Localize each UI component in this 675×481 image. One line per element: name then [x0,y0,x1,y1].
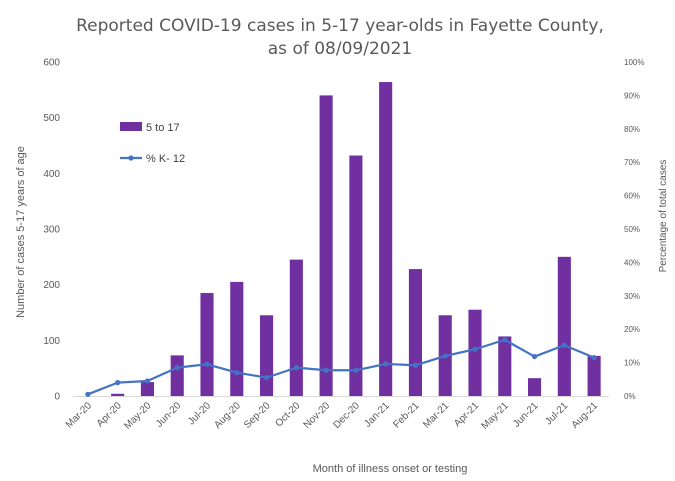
y2-tick-label: 100% [624,58,644,67]
x-tick-label: Aug-20 [212,400,243,431]
bar [170,355,184,396]
chart-title-line: Reported COVID-19 cases in 5-17 year-old… [76,16,604,36]
y2-tick-label: 60% [624,192,640,201]
y2-tick-label: 20% [624,325,640,334]
y-axis-left: 0 100 200 300 400 500 600 [43,58,60,403]
x-tick-label: Jun-21 [511,400,541,430]
line-point [412,362,419,368]
line-point [204,361,210,367]
bar [528,378,542,396]
bar [230,281,244,396]
bar [587,355,601,396]
legend-label: 5 to 17 [146,122,180,134]
chart-title-line: as of 08/09/2021 [268,39,412,59]
line-point [531,353,538,360]
bar [260,315,274,396]
y2-tick-label: 30% [624,292,640,301]
x-tick-label: Jun-20 [154,400,184,430]
y-tick-label: 300 [43,225,60,236]
line-point [234,370,240,376]
x-tick-label: May-20 [122,400,154,432]
legend: 5 to 17 % K- 12 [120,122,185,165]
legend-label: % K- 12 [146,153,185,165]
line-point [442,353,448,359]
bar [289,259,303,396]
y2-tick-label: 70% [624,158,640,167]
y-tick-label: 400 [43,169,60,180]
y2-tick-label: 90% [624,91,640,100]
x-tick-label: Sep-20 [242,400,273,431]
line-path [87,338,595,396]
y-tick-label: 600 [43,58,60,69]
x-tick-label: Dec-20 [331,400,362,431]
line-point [353,367,359,373]
legend-swatch-marker [128,155,134,161]
bar [349,155,363,396]
x-tick-label: Jul-20 [186,400,213,427]
x-tick-label: Aug-21 [570,400,601,431]
y-tick-label: 100 [43,336,60,347]
line-point [115,380,121,386]
y2-tick-label: 80% [624,125,640,134]
line-point [293,365,299,371]
y-tick-label: 0 [54,392,60,403]
bar [140,382,154,396]
line-point [561,342,567,348]
line-point [323,367,329,373]
y2-tick-label: 50% [624,225,640,234]
bar [319,95,333,397]
line-point [263,375,270,381]
line-point [502,337,508,343]
x-tick-label: Jan-21 [362,400,392,430]
y-tick-label: 200 [43,280,60,291]
y-axis-title: Number of cases 5-17 years of age [15,146,27,318]
bar [557,256,571,396]
bar [111,393,125,396]
y2-tick-label: 0% [624,392,636,401]
x-tick-label: Apr-20 [95,400,124,429]
line-series [85,337,597,397]
y2-axis-title: Percentage of total cases [658,160,669,273]
bar [408,269,422,396]
line-point [472,346,478,352]
y2-tick-label: 40% [624,258,640,267]
x-tick-label: Oct-20 [273,400,302,429]
x-tick-label: Feb-21 [391,400,421,430]
x-tick-label: Mar-21 [421,400,451,430]
bar-series [111,82,601,397]
legend-swatch-bar [120,122,142,131]
x-tick-label: May-21 [480,400,512,432]
line-point [383,361,389,367]
x-tick-label: Apr-21 [452,400,481,429]
line-point [591,354,597,361]
y-axis-right: 0% 10% 20% 30% 40% 50% 60% 70% 80% 90% 100% [624,58,644,401]
x-tick-label: Nov-20 [302,400,333,431]
bar [379,82,393,396]
x-tick-label: Mar-20 [64,400,94,430]
line-point [174,365,180,371]
bar [468,309,482,396]
y2-tick-label: 10% [624,359,640,368]
chart-title: Reported COVID-19 cases in 5-17 year-old… [76,16,604,59]
x-tick-label: Jul-21 [543,400,570,427]
x-axis-title: Month of illness onset or testing [313,463,468,475]
line-point [85,391,91,397]
bar [498,336,512,396]
line-point [144,378,151,384]
bar [200,293,214,396]
y-tick-label: 500 [43,113,60,124]
